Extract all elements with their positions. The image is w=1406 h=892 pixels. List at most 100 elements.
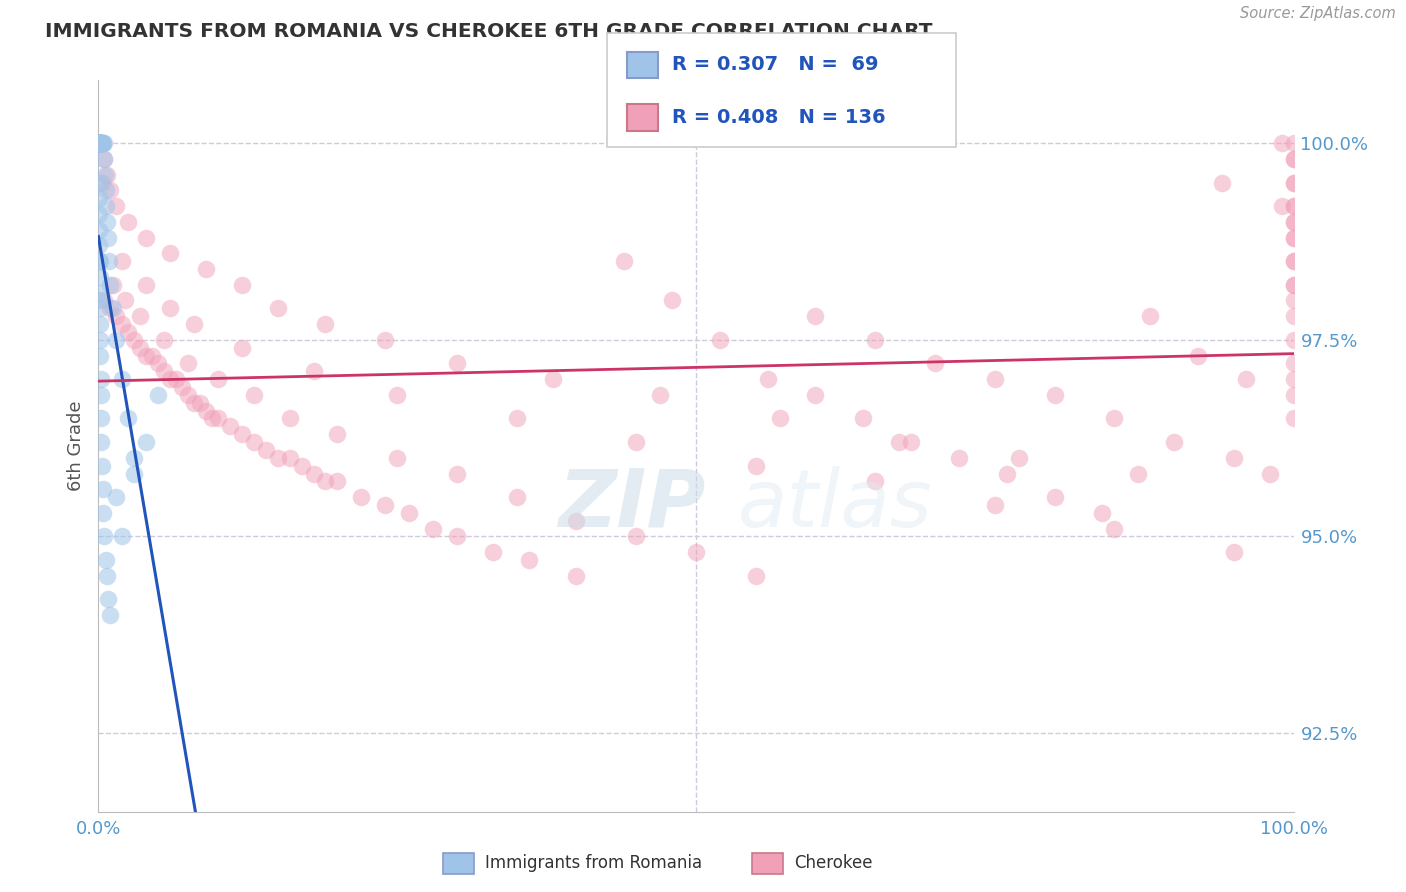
Point	[94, 183, 117, 197]
Point	[89, 136, 111, 151]
Point	[129, 310, 152, 324]
Point	[506, 411, 529, 425]
Point	[90, 136, 112, 151]
Point	[709, 333, 731, 347]
Point	[129, 341, 152, 355]
Point	[101, 277, 124, 292]
Point	[101, 301, 124, 316]
Point	[1282, 293, 1305, 308]
Point	[111, 372, 134, 386]
Point	[135, 349, 157, 363]
Text: Source: ZipAtlas.com: Source: ZipAtlas.com	[1240, 6, 1396, 21]
Point	[291, 458, 314, 473]
Point	[948, 450, 970, 465]
Point	[541, 372, 564, 386]
Point	[1282, 215, 1305, 229]
Point	[124, 450, 146, 465]
Point	[231, 341, 253, 355]
Point	[89, 301, 111, 316]
Point	[91, 136, 114, 151]
Point	[89, 223, 111, 237]
Point	[243, 388, 266, 402]
Point	[852, 411, 875, 425]
Point	[385, 450, 409, 465]
Point	[1282, 199, 1305, 213]
Point	[90, 136, 112, 151]
Point	[98, 301, 122, 316]
Point	[1223, 545, 1246, 559]
Point	[89, 349, 111, 363]
Point	[91, 482, 114, 496]
Point	[105, 199, 128, 213]
Point	[1282, 152, 1305, 166]
Point	[89, 136, 111, 151]
Point	[89, 269, 111, 284]
Point	[231, 277, 253, 292]
Point	[1282, 277, 1305, 292]
Point	[93, 152, 115, 166]
Point	[135, 435, 157, 450]
Point	[326, 475, 349, 489]
Point	[900, 435, 922, 450]
Point	[89, 136, 111, 151]
Point	[1282, 277, 1305, 292]
Point	[745, 458, 768, 473]
Point	[114, 293, 136, 308]
Point	[87, 254, 110, 268]
Point	[89, 136, 111, 151]
Point	[1008, 450, 1031, 465]
Text: R = 0.408   N = 136: R = 0.408 N = 136	[672, 108, 886, 127]
Point	[172, 380, 194, 394]
Point	[302, 364, 325, 378]
Point	[195, 262, 218, 277]
Point	[159, 301, 181, 316]
Text: Cherokee: Cherokee	[794, 855, 873, 872]
Point	[98, 608, 122, 623]
Point	[1282, 199, 1305, 213]
Point	[315, 475, 337, 489]
Point	[124, 467, 146, 481]
Point	[165, 372, 187, 386]
Point	[177, 388, 200, 402]
Point	[1282, 372, 1305, 386]
Point	[219, 419, 242, 434]
Point	[613, 254, 636, 268]
Point	[91, 136, 114, 151]
Point	[124, 333, 146, 347]
Point	[141, 349, 163, 363]
Point	[195, 403, 218, 417]
Point	[183, 396, 205, 410]
Point	[153, 364, 176, 378]
Point	[135, 230, 157, 244]
Point	[398, 506, 420, 520]
Point	[254, 442, 277, 457]
Point	[89, 136, 111, 151]
Point	[207, 411, 229, 425]
Point	[91, 458, 114, 473]
Point	[96, 168, 118, 182]
Point	[111, 317, 134, 331]
Text: R = 0.307   N =  69: R = 0.307 N = 69	[672, 55, 879, 74]
Point	[98, 254, 121, 268]
Point	[90, 136, 112, 151]
Point	[89, 136, 111, 151]
Point	[89, 136, 111, 151]
Point	[995, 467, 1018, 481]
Point	[1091, 506, 1114, 520]
Point	[889, 435, 911, 450]
Point	[188, 396, 211, 410]
Point	[1163, 435, 1185, 450]
Point	[135, 277, 157, 292]
Point	[159, 246, 181, 260]
Point	[446, 356, 468, 370]
Text: IMMIGRANTS FROM ROMANIA VS CHEROKEE 6TH GRADE CORRELATION CHART: IMMIGRANTS FROM ROMANIA VS CHEROKEE 6TH …	[45, 22, 932, 41]
Point	[89, 207, 111, 221]
Point	[117, 411, 139, 425]
Point	[769, 411, 792, 425]
Point	[97, 230, 120, 244]
Point	[111, 254, 134, 268]
Point	[1282, 230, 1305, 244]
Point	[1104, 522, 1126, 536]
Point	[89, 136, 111, 151]
Point	[94, 553, 117, 567]
